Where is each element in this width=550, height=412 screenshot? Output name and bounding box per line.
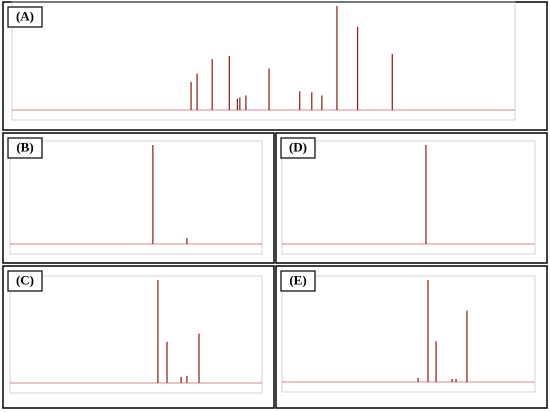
label-box <box>280 137 316 159</box>
spectrum-panel: (C) <box>2 265 275 409</box>
panel-frame <box>2 1 548 131</box>
label-box <box>280 270 316 292</box>
panel-label: (A) <box>16 8 34 23</box>
panel-frame <box>275 265 548 409</box>
plot-area <box>281 275 536 393</box>
panel-label: (E) <box>289 272 306 287</box>
panel-frame <box>2 132 275 264</box>
panel-label: (D) <box>289 139 307 154</box>
plot-area <box>281 140 536 255</box>
plot-area <box>9 275 263 394</box>
spectrum-panel: (B) <box>2 132 275 264</box>
plot-area <box>9 140 263 255</box>
label-box <box>7 137 43 159</box>
spectrum-panel: (A) <box>2 1 548 131</box>
plot-area <box>11 1 516 121</box>
panel-frame <box>275 132 548 264</box>
panel-frame <box>2 265 275 409</box>
panel-label: (C) <box>16 272 34 287</box>
spectrum-panel: (D) <box>275 132 548 264</box>
label-box <box>7 270 43 292</box>
label-box <box>7 6 43 28</box>
panel-label: (B) <box>16 139 33 154</box>
spectrum-panel: (E) <box>275 265 548 409</box>
